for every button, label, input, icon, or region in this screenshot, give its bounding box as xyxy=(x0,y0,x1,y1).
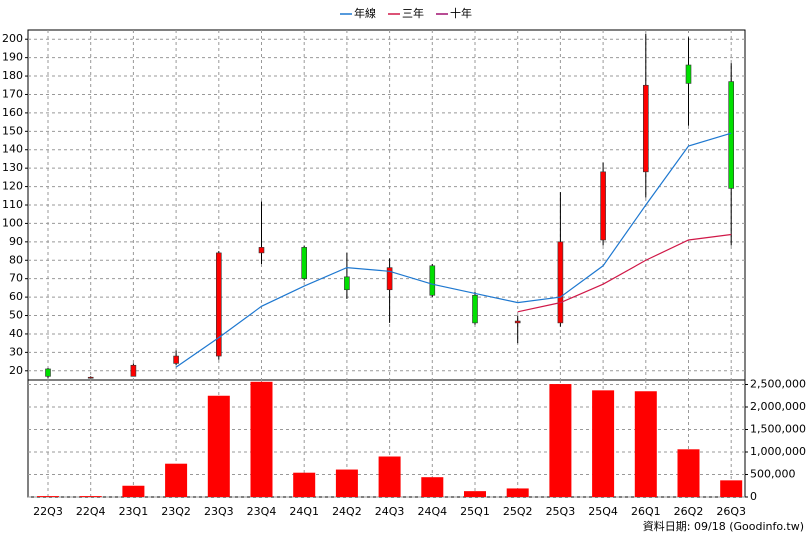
candle-body xyxy=(685,64,692,84)
x-tick-label: 24Q2 xyxy=(332,505,362,518)
y-tick-label: 40 xyxy=(9,327,23,340)
bar xyxy=(720,480,743,497)
y2-tick-label: 2,500,000 xyxy=(750,378,806,391)
x-tick-label: 23Q4 xyxy=(247,505,277,518)
legend-label: 十年 xyxy=(450,6,472,20)
candle-body xyxy=(386,267,393,291)
y-tick-label: 70 xyxy=(9,272,23,285)
y-tick-label: 150 xyxy=(2,124,23,137)
y2-tick-label: 2,000,000 xyxy=(750,400,806,413)
bar xyxy=(549,384,572,497)
price-frame xyxy=(27,29,746,381)
y-tick-label: 170 xyxy=(2,87,23,100)
bar xyxy=(293,472,316,497)
y-tick-label: 160 xyxy=(2,106,23,119)
y2-tick-label: 500,000 xyxy=(750,468,796,481)
bar xyxy=(677,449,700,497)
candle-body xyxy=(258,247,265,254)
bar xyxy=(207,395,230,497)
x-tick-label: 23Q1 xyxy=(119,505,149,518)
y2-tick-label: 0 xyxy=(750,490,757,503)
candle-body xyxy=(216,252,222,357)
bar xyxy=(592,390,615,497)
candle-body xyxy=(301,247,308,279)
y-tick-label: 30 xyxy=(9,345,23,358)
bar xyxy=(79,496,102,497)
candle-body xyxy=(429,265,436,296)
x-tick-label: 25Q1 xyxy=(460,505,490,518)
x-tick-label: 24Q3 xyxy=(375,505,405,518)
y2-tick-label: 1,500,000 xyxy=(750,423,806,436)
x-tick-label: 26Q1 xyxy=(631,505,661,518)
y-tick-label: 140 xyxy=(2,143,23,156)
candle-body xyxy=(642,84,649,173)
bar xyxy=(165,463,188,497)
x-tick-label: 23Q3 xyxy=(204,505,234,518)
y-tick-label: 110 xyxy=(2,198,23,211)
bar xyxy=(37,496,59,497)
bar xyxy=(378,456,401,497)
x-tick-label: 24Q1 xyxy=(289,505,319,518)
candle-body xyxy=(344,276,350,291)
y-tick-label: 200 xyxy=(2,32,23,45)
y-tick-label: 100 xyxy=(2,216,23,229)
bar xyxy=(335,469,358,497)
candle-body xyxy=(728,81,735,189)
footer: 資料日期: 09/18 (Goodinfo.tw) xyxy=(643,519,804,533)
bar xyxy=(250,381,273,497)
candle-body xyxy=(130,364,137,377)
x-tick-label: 22Q4 xyxy=(76,505,106,518)
line-series xyxy=(517,233,732,313)
y-tick-label: 190 xyxy=(2,51,23,64)
legend-label: 三年 xyxy=(402,6,424,20)
legend-label: 年線 xyxy=(354,6,376,20)
y-tick-label: 20 xyxy=(9,364,23,377)
y-tick-label: 60 xyxy=(9,290,23,303)
y-tick-label: 130 xyxy=(2,161,23,174)
x-tick-label: 26Q3 xyxy=(716,505,746,518)
candle-body xyxy=(472,294,478,324)
y-tick-label: 90 xyxy=(9,235,23,248)
y2-tick-label: 1,000,000 xyxy=(750,445,806,458)
x-tick-label: 25Q4 xyxy=(588,505,618,518)
candle-body xyxy=(600,171,606,241)
candle-body xyxy=(87,376,94,379)
y-tick-label: 180 xyxy=(2,69,23,82)
line-series xyxy=(175,132,732,368)
candle-body xyxy=(173,355,179,364)
y-tick-label: 80 xyxy=(9,253,23,266)
y-tick-label: 50 xyxy=(9,309,23,322)
x-tick-label: 23Q2 xyxy=(161,505,191,518)
candle-body xyxy=(45,368,51,377)
y-tick-label: 120 xyxy=(2,180,23,193)
bar xyxy=(634,391,657,497)
x-tick-label: 25Q2 xyxy=(503,505,533,518)
candle-body xyxy=(557,241,564,324)
x-tick-label: 25Q3 xyxy=(546,505,576,518)
bar xyxy=(122,485,145,497)
bar xyxy=(421,477,444,497)
candle-body xyxy=(514,320,521,324)
bar xyxy=(464,491,486,497)
x-tick-label: 24Q4 xyxy=(417,505,447,518)
x-tick-label: 22Q3 xyxy=(33,505,63,518)
x-tick-label: 26Q2 xyxy=(674,505,704,518)
bar xyxy=(506,488,529,497)
